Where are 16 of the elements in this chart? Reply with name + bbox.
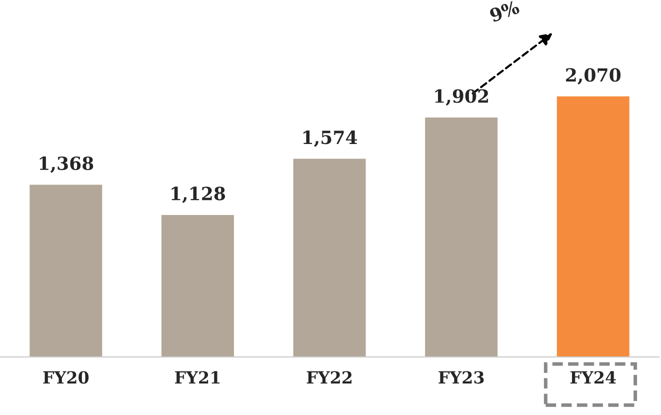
x-tick-label: FY20: [43, 371, 89, 384]
bar: [161, 214, 234, 357]
bar: [30, 184, 102, 357]
x-tick-label: FY22: [306, 371, 352, 384]
data-label: 1,902: [435, 89, 488, 106]
data-label: 1,128: [172, 186, 226, 204]
x-tick-label: FY23: [438, 371, 484, 384]
x-tick-label: FY21: [175, 371, 220, 384]
bar: [293, 158, 366, 357]
data-label: 2,070: [566, 68, 621, 84]
bar: [556, 96, 630, 357]
bar: [425, 118, 498, 357]
data-label: 1,574: [303, 130, 358, 147]
x-tick-label: FY24: [570, 371, 616, 384]
data-label: 1,368: [40, 156, 94, 173]
text: 9%: [488, 0, 520, 22]
